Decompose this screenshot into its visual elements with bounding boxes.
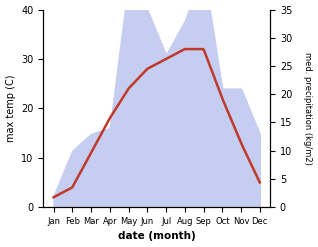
Y-axis label: med. precipitation (kg/m2): med. precipitation (kg/m2) bbox=[303, 52, 313, 165]
Y-axis label: max temp (C): max temp (C) bbox=[5, 75, 16, 142]
X-axis label: date (month): date (month) bbox=[118, 231, 196, 242]
